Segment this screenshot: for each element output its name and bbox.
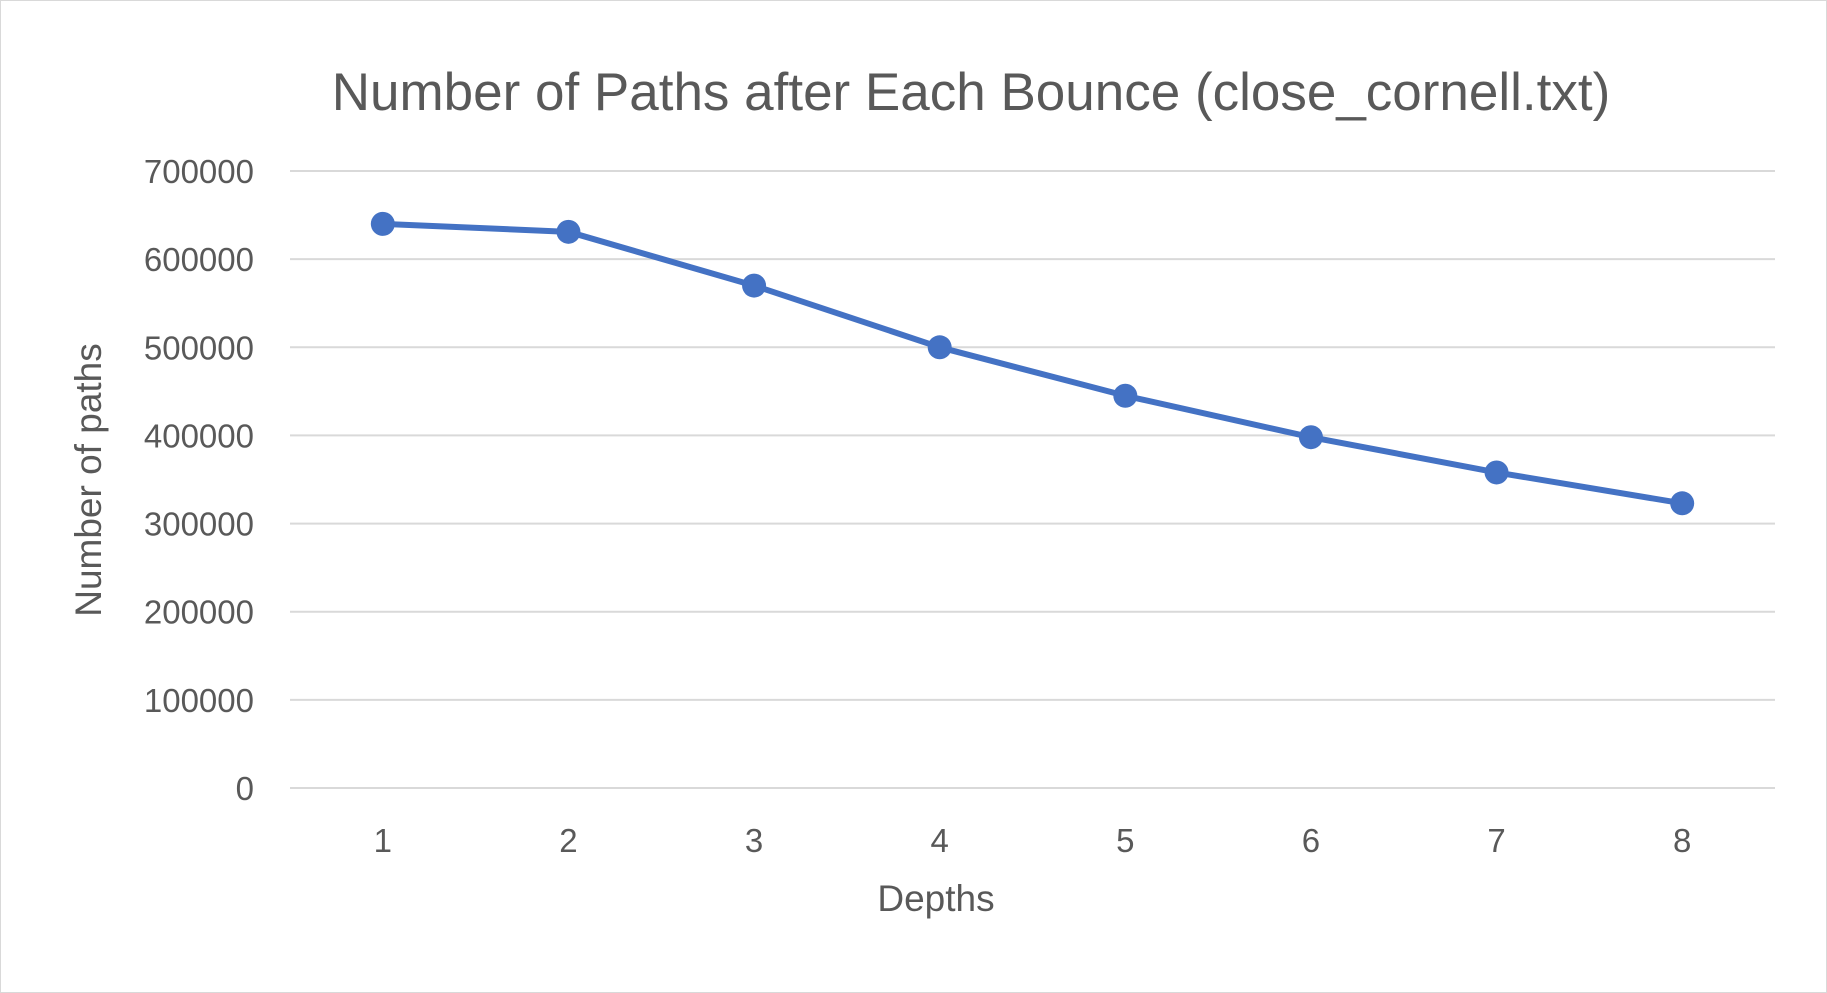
x-tick-label: 3 xyxy=(745,822,763,859)
x-tick-label: 6 xyxy=(1302,822,1320,859)
y-axis-title: Number of paths xyxy=(68,343,109,617)
x-tick-label: 1 xyxy=(374,822,392,859)
y-tick-label: 400000 xyxy=(144,417,254,454)
x-tick-label: 2 xyxy=(559,822,577,859)
data-point-3 xyxy=(742,273,767,298)
data-point-1 xyxy=(370,211,395,236)
y-tick-label: 0 xyxy=(236,770,254,807)
y-tick-label: 200000 xyxy=(144,594,254,631)
data-point-2 xyxy=(556,219,581,244)
y-tick-label: 600000 xyxy=(144,241,254,278)
x-tick-label: 5 xyxy=(1116,822,1134,859)
x-tick-label: 7 xyxy=(1487,822,1505,859)
data-point-6 xyxy=(1298,425,1323,450)
x-axis-tick-labels: 1 2 3 4 5 6 7 8 xyxy=(374,822,1692,859)
data-point-4 xyxy=(927,335,952,360)
data-point-7 xyxy=(1484,460,1509,485)
x-axis-title: Depths xyxy=(877,878,994,919)
data-point-8 xyxy=(1670,491,1695,516)
gridlines xyxy=(290,170,1775,789)
x-tick-label: 4 xyxy=(931,822,949,859)
x-tick-label: 8 xyxy=(1673,822,1691,859)
data-point-5 xyxy=(1113,383,1138,408)
series-layer xyxy=(370,211,1695,516)
y-tick-label: 100000 xyxy=(144,682,254,719)
series-line-0 xyxy=(379,220,1686,507)
y-axis-tick-labels: 0 100000 200000 300000 400000 500000 600000 700… xyxy=(144,153,254,807)
y-tick-label: 700000 xyxy=(144,153,254,190)
y-tick-label: 300000 xyxy=(144,506,254,543)
y-tick-label: 500000 xyxy=(144,329,254,366)
chart-title: Number of Paths after Each Bounce (close… xyxy=(332,63,1611,122)
